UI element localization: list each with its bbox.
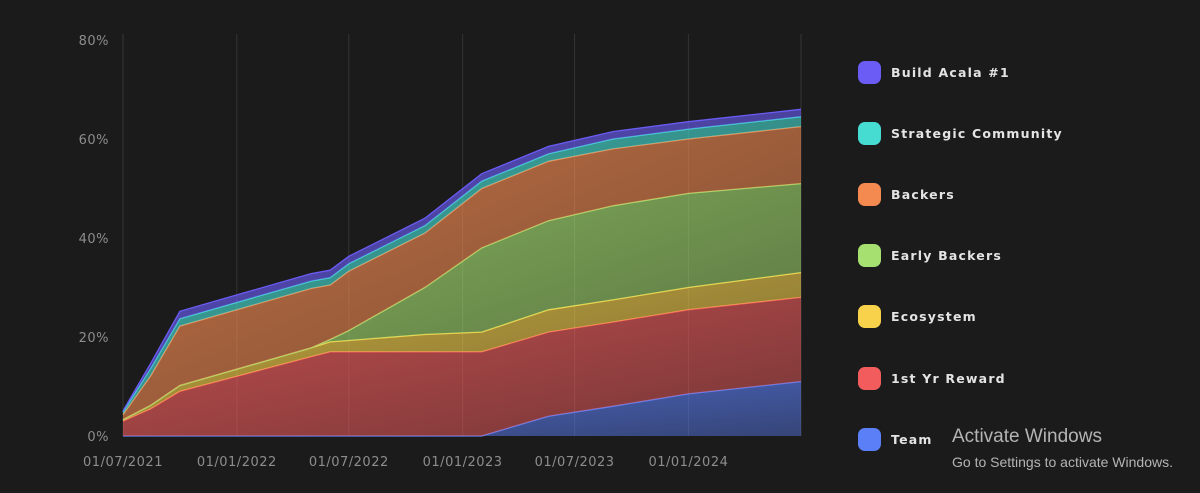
legend-swatch (858, 61, 881, 85)
legend-item[interactable]: Strategic Community (858, 103, 1063, 164)
x-tick-label: 01/07/2023 (535, 455, 615, 470)
legend-swatch (858, 366, 881, 390)
x-tick-label: 01/01/2023 (423, 455, 503, 470)
legend-label: Build Acala #1 (891, 65, 1010, 81)
y-tick-label: 60% (79, 133, 109, 148)
legend-label: Team (891, 431, 933, 447)
legend-item[interactable]: Build Acala #1 (858, 42, 1063, 103)
legend-label: Backers (891, 187, 955, 203)
watermark-subtitle: Go to Settings to activate Windows. (952, 454, 1173, 470)
legend-label: 1st Yr Reward (891, 370, 1006, 386)
legend-swatch (858, 183, 881, 207)
area-1st-yr-reward (123, 297, 801, 436)
legend-swatch (858, 244, 881, 268)
legend-label: Strategic Community (891, 126, 1063, 142)
watermark-title: Activate Windows (952, 426, 1102, 447)
legend-item[interactable]: Ecosystem (858, 286, 1063, 347)
legend-swatch (858, 427, 881, 451)
area-early-backers (123, 183, 801, 420)
legend-item[interactable]: Early Backers (858, 225, 1063, 286)
legend-label: Ecosystem (891, 309, 977, 325)
x-tick-label: 01/01/2022 (197, 455, 277, 470)
legend-item[interactable]: Backers (858, 164, 1063, 225)
legend-item[interactable]: Team (858, 409, 1063, 470)
x-tick-label: 01/07/2021 (83, 455, 163, 470)
area-team (123, 381, 801, 436)
x-tick-label: 01/01/2024 (648, 455, 728, 470)
y-tick-label: 80% (79, 34, 109, 49)
y-tick-label: 40% (79, 232, 109, 247)
y-tick-label: 20% (79, 331, 109, 346)
x-tick-label: 01/07/2022 (309, 455, 389, 470)
windows-activation-watermark: Activate Windows Go to Settings to activ… (952, 426, 1173, 470)
chart-legend: Build Acala #1 Strategic Community Backers… (858, 42, 1063, 470)
area-ecosystem (123, 272, 801, 422)
y-tick-label: 0% (87, 430, 109, 445)
line-build-acala-1 (122, 108, 802, 412)
legend-swatch (858, 122, 881, 146)
area-backers (123, 126, 801, 420)
legend-label: Early Backers (891, 248, 1002, 264)
legend-item[interactable]: 1st Yr Reward (858, 347, 1063, 408)
legend-swatch (858, 305, 881, 329)
